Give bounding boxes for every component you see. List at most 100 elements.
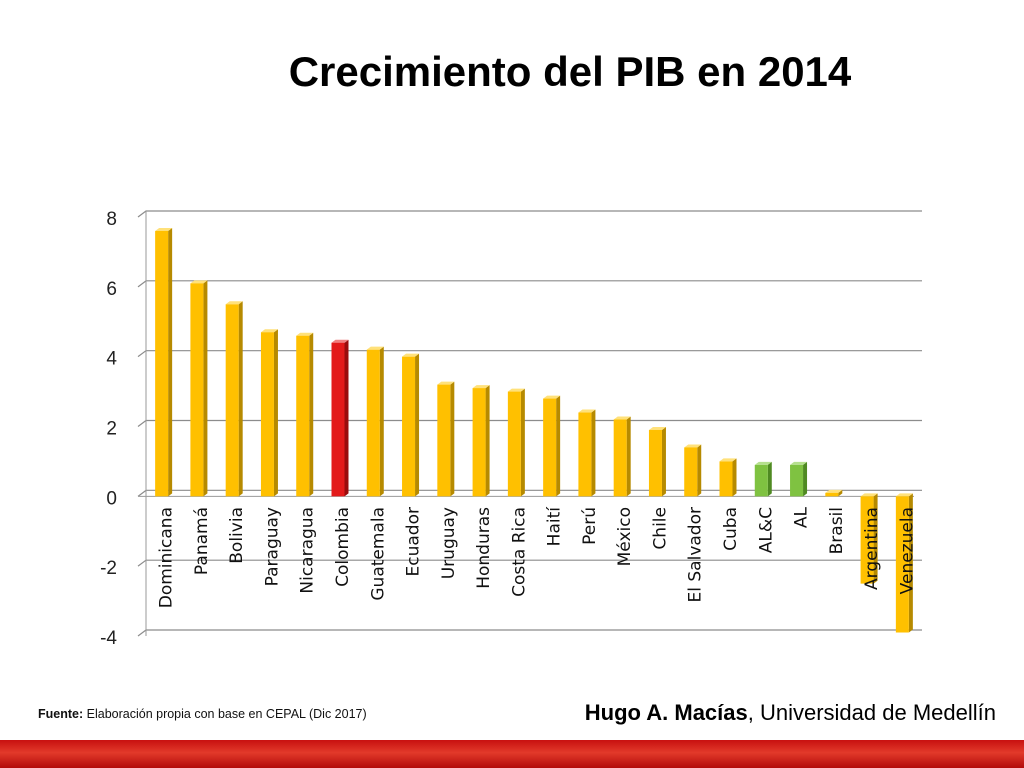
gridline [137,419,922,427]
bar-top [754,461,772,465]
bar-top [225,301,243,305]
gridline [137,350,922,358]
bar-top [543,395,561,399]
bar [754,461,772,497]
bar-top [790,461,808,465]
category-label: Argentina [862,507,882,590]
bar-front [366,349,380,497]
source-label: Fuente: [38,707,84,721]
category-label: Nicaragua [298,507,318,594]
gridline [137,210,922,218]
bar-top [437,381,455,385]
author-name: Hugo A. Macías [584,700,748,725]
bar-front [895,496,909,633]
category-label: Colombia [333,507,353,587]
y-tick-label: 4 [106,349,117,370]
gridline [137,629,922,637]
bar-side [379,346,384,497]
bar [613,416,631,497]
bar [719,458,737,497]
author-credit: Hugo A. Macías, Universidad de Medellín [585,700,996,726]
bar-side [520,388,525,497]
bar-front [331,342,345,497]
bar [860,493,878,584]
bar [225,301,243,497]
y-tick-label: 8 [106,209,117,230]
bar [895,493,913,633]
category-label: Honduras [474,507,494,589]
bar-side [697,444,702,497]
bar-top [860,493,878,497]
category-label: Perú [580,507,600,545]
bar-side [415,353,420,497]
author-affiliation: , Universidad de Medellín [747,700,996,725]
category-label: Brasil [827,507,847,554]
bar-front [790,464,804,497]
category-label: Venezuela [897,507,917,594]
bar-side [168,227,173,497]
gridline [137,559,922,567]
bar [507,388,525,497]
bar-side [591,409,596,497]
bar-front [648,429,662,497]
bar-front [260,332,274,497]
bar-front [578,412,592,497]
bar [437,381,455,497]
source-text: Elaboración propia con base en CEPAL (Di… [86,707,367,721]
bar-side [838,489,843,497]
bar-front [613,419,627,497]
bar-side [803,461,808,497]
y-tick-label: 2 [106,419,117,440]
bar [825,489,843,497]
gridlines [137,210,922,637]
bar-top [260,329,278,333]
bar-top [613,416,631,420]
footer-band [0,740,1024,768]
bar [578,409,596,497]
bar-top [719,458,737,462]
category-label: Panamá [192,507,212,575]
bar-top [895,493,913,497]
bar [155,227,173,497]
bar [402,353,420,497]
bar-front [190,283,204,497]
category-label: El Salvador [686,507,706,602]
bar-front [472,388,486,497]
y-axis: 8 6 4 2 0 -2 -4 [100,209,147,649]
bar-top [472,385,490,389]
bar-top [296,332,314,336]
bar [260,329,278,497]
bar-side [485,385,490,497]
category-label: Dominicana [157,507,177,608]
bar-front [225,304,239,497]
bar-side [273,329,278,497]
bar-front [296,335,310,497]
y-tick-label: 0 [106,488,117,509]
bar-side [238,301,243,497]
bar-top [402,353,420,357]
bar-side [203,280,208,497]
bar [366,346,384,497]
bar [472,385,490,497]
category-labels: Dominicana Panamá Bolivia Paraguay Nicaragua… [157,506,918,609]
bar [648,426,666,497]
category-label: Haití [545,506,565,547]
category-label: Cuba [721,507,741,551]
gridline [137,280,922,288]
bar-top [190,280,208,284]
bar-side [732,458,737,497]
bar-top [825,489,843,493]
bar-front [684,447,698,497]
category-label: Chile [650,507,670,550]
bar-side [661,426,666,497]
bar-front [437,384,451,497]
category-label: AL&C [756,507,776,553]
category-label: Bolivia [227,507,247,564]
bar-side [556,395,561,497]
category-label: AL [792,506,812,528]
category-label: Costa Rica [509,507,529,597]
bar-front [543,398,557,497]
gdp-growth-bar-chart: 8 6 4 2 0 -2 -4 Dominicana Panamá Bolivia Paragua… [100,209,922,649]
category-label: Paraguay [262,507,282,586]
bar-side [908,493,913,633]
